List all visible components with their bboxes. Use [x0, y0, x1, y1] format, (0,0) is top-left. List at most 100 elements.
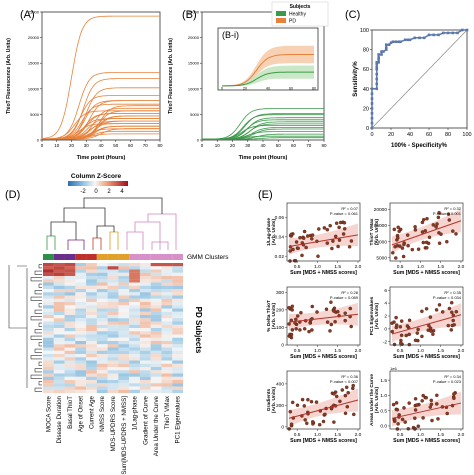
roc-point: [394, 40, 398, 44]
heatmap-cell: [96, 376, 108, 381]
scatter-point: [315, 310, 319, 314]
xtick-label: 0: [41, 143, 44, 148]
heatmap-cell: [53, 334, 65, 338]
heatmap-cell: [172, 282, 184, 286]
ytick-label: 10000: [28, 86, 40, 91]
scatter-point: [391, 402, 396, 407]
gmm-cluster-cell: [43, 254, 54, 260]
ytick-label: 0: [366, 126, 369, 132]
heatmap-cell: [53, 279, 65, 283]
scatter-point: [401, 254, 406, 259]
heatmap-cell: [161, 373, 173, 377]
heatmap-cell: [139, 302, 151, 306]
heatmap-cell: [172, 389, 184, 394]
p-value: P-value = 0.061: [330, 211, 359, 216]
heatmap-cell: [172, 337, 184, 342]
heatmap-cell: [150, 380, 162, 384]
ytick-label: 200: [276, 307, 284, 313]
dendro-branch: [96, 225, 115, 238]
heatmap-cell: [139, 341, 151, 345]
roc-diagonal: [371, 29, 468, 129]
heatmap-cell: [96, 328, 108, 332]
heatmap-cell: [86, 318, 97, 322]
heatmap-cell: [107, 308, 119, 312]
scatter-point: [424, 395, 428, 400]
inset-xtick-label: 40: [266, 87, 270, 91]
scatter-point: [413, 225, 417, 229]
scatter-point: [396, 422, 400, 426]
heatmap-cell: [150, 308, 162, 312]
heatmap-cell: [86, 308, 97, 312]
heatmap-cell: [129, 357, 141, 361]
xtick-label: 2.0: [458, 432, 465, 438]
heatmap-cell: [129, 308, 141, 312]
heatmap-cell: [86, 376, 97, 381]
heatmap-cell: [86, 292, 97, 296]
scatter-point: [342, 227, 347, 231]
heatmap-cell: [96, 370, 108, 374]
scatter-point: [451, 229, 455, 233]
gmm-cluster-cell: [64, 254, 76, 260]
scatter-point: [299, 310, 303, 315]
roc-point: [370, 97, 374, 100]
heatmap-cell: [96, 318, 108, 322]
heatmap-cell: [96, 311, 108, 316]
scatter-point: [399, 333, 404, 338]
heatmap-cell: [139, 350, 151, 355]
heatmap-cell: [75, 357, 87, 361]
heatmap-cell: [53, 311, 65, 316]
colorbar-gradient: [68, 181, 128, 186]
heatmap-cell: [75, 308, 87, 312]
heatmap-cell: [96, 272, 108, 277]
heatmap-cell: [53, 276, 65, 280]
heatmap-cell: [43, 308, 54, 312]
ytick-label: 100: [360, 28, 369, 34]
heatmap-cell: [172, 324, 184, 329]
heatmap-cell: [96, 266, 108, 270]
heatmap-cell: [161, 367, 173, 371]
heatmap-cell: [86, 279, 97, 283]
panel-a-label: (A): [20, 9, 35, 21]
ytick-label: 10000: [188, 86, 200, 91]
heatmap-cell: [161, 311, 173, 316]
scatter-point: [415, 403, 419, 407]
scatter-point: [404, 333, 408, 338]
ylabel: (Arb. Units): [271, 219, 277, 246]
heatmap-cell: [107, 363, 119, 368]
heatmap-cell: [107, 341, 119, 345]
roc-point: [451, 31, 455, 35]
heatmap-cell: [150, 386, 162, 390]
ylabel: (Arb. Units): [374, 219, 380, 246]
heatmap-cell: [107, 318, 119, 322]
panel-c-ticks: 00 20 20 40 40 60 60 80 80 100 100: [360, 28, 472, 138]
regression-line: [391, 220, 462, 246]
heatmap-cell: [86, 324, 97, 329]
roc-point: [465, 28, 469, 32]
heatmap-cell: [86, 331, 97, 335]
heatmap-cell: [53, 263, 65, 267]
panel-b-ylabel: ThioT Fluorescence (Arb. Units): [168, 38, 174, 114]
scatter-point: [329, 300, 333, 304]
heatmap-cell: [53, 380, 65, 384]
heatmap-cell: [139, 363, 151, 368]
heatmap-cell: [86, 350, 97, 355]
heatmap-cell: [53, 272, 65, 277]
heatmap-cell: [53, 363, 65, 368]
heatmap-cell: [75, 337, 87, 342]
heatmap-cell: [86, 266, 97, 270]
xtick-label: 0.5: [294, 432, 301, 438]
heatmap-cell: [107, 373, 119, 377]
heatmap-cell: [139, 357, 151, 361]
heatmap-cell: [43, 282, 54, 286]
scatter-point: [425, 246, 429, 250]
scatter-point: [343, 411, 348, 416]
xtick-label: 2.0: [458, 348, 465, 354]
heatmap-cell: [43, 337, 54, 342]
heatmap-cell: [129, 376, 141, 381]
heatmap-cell: [64, 380, 76, 384]
heatmap-cell: [161, 315, 173, 319]
xtick-label: 2.0: [355, 264, 362, 270]
heatmap-cell: [139, 380, 151, 384]
